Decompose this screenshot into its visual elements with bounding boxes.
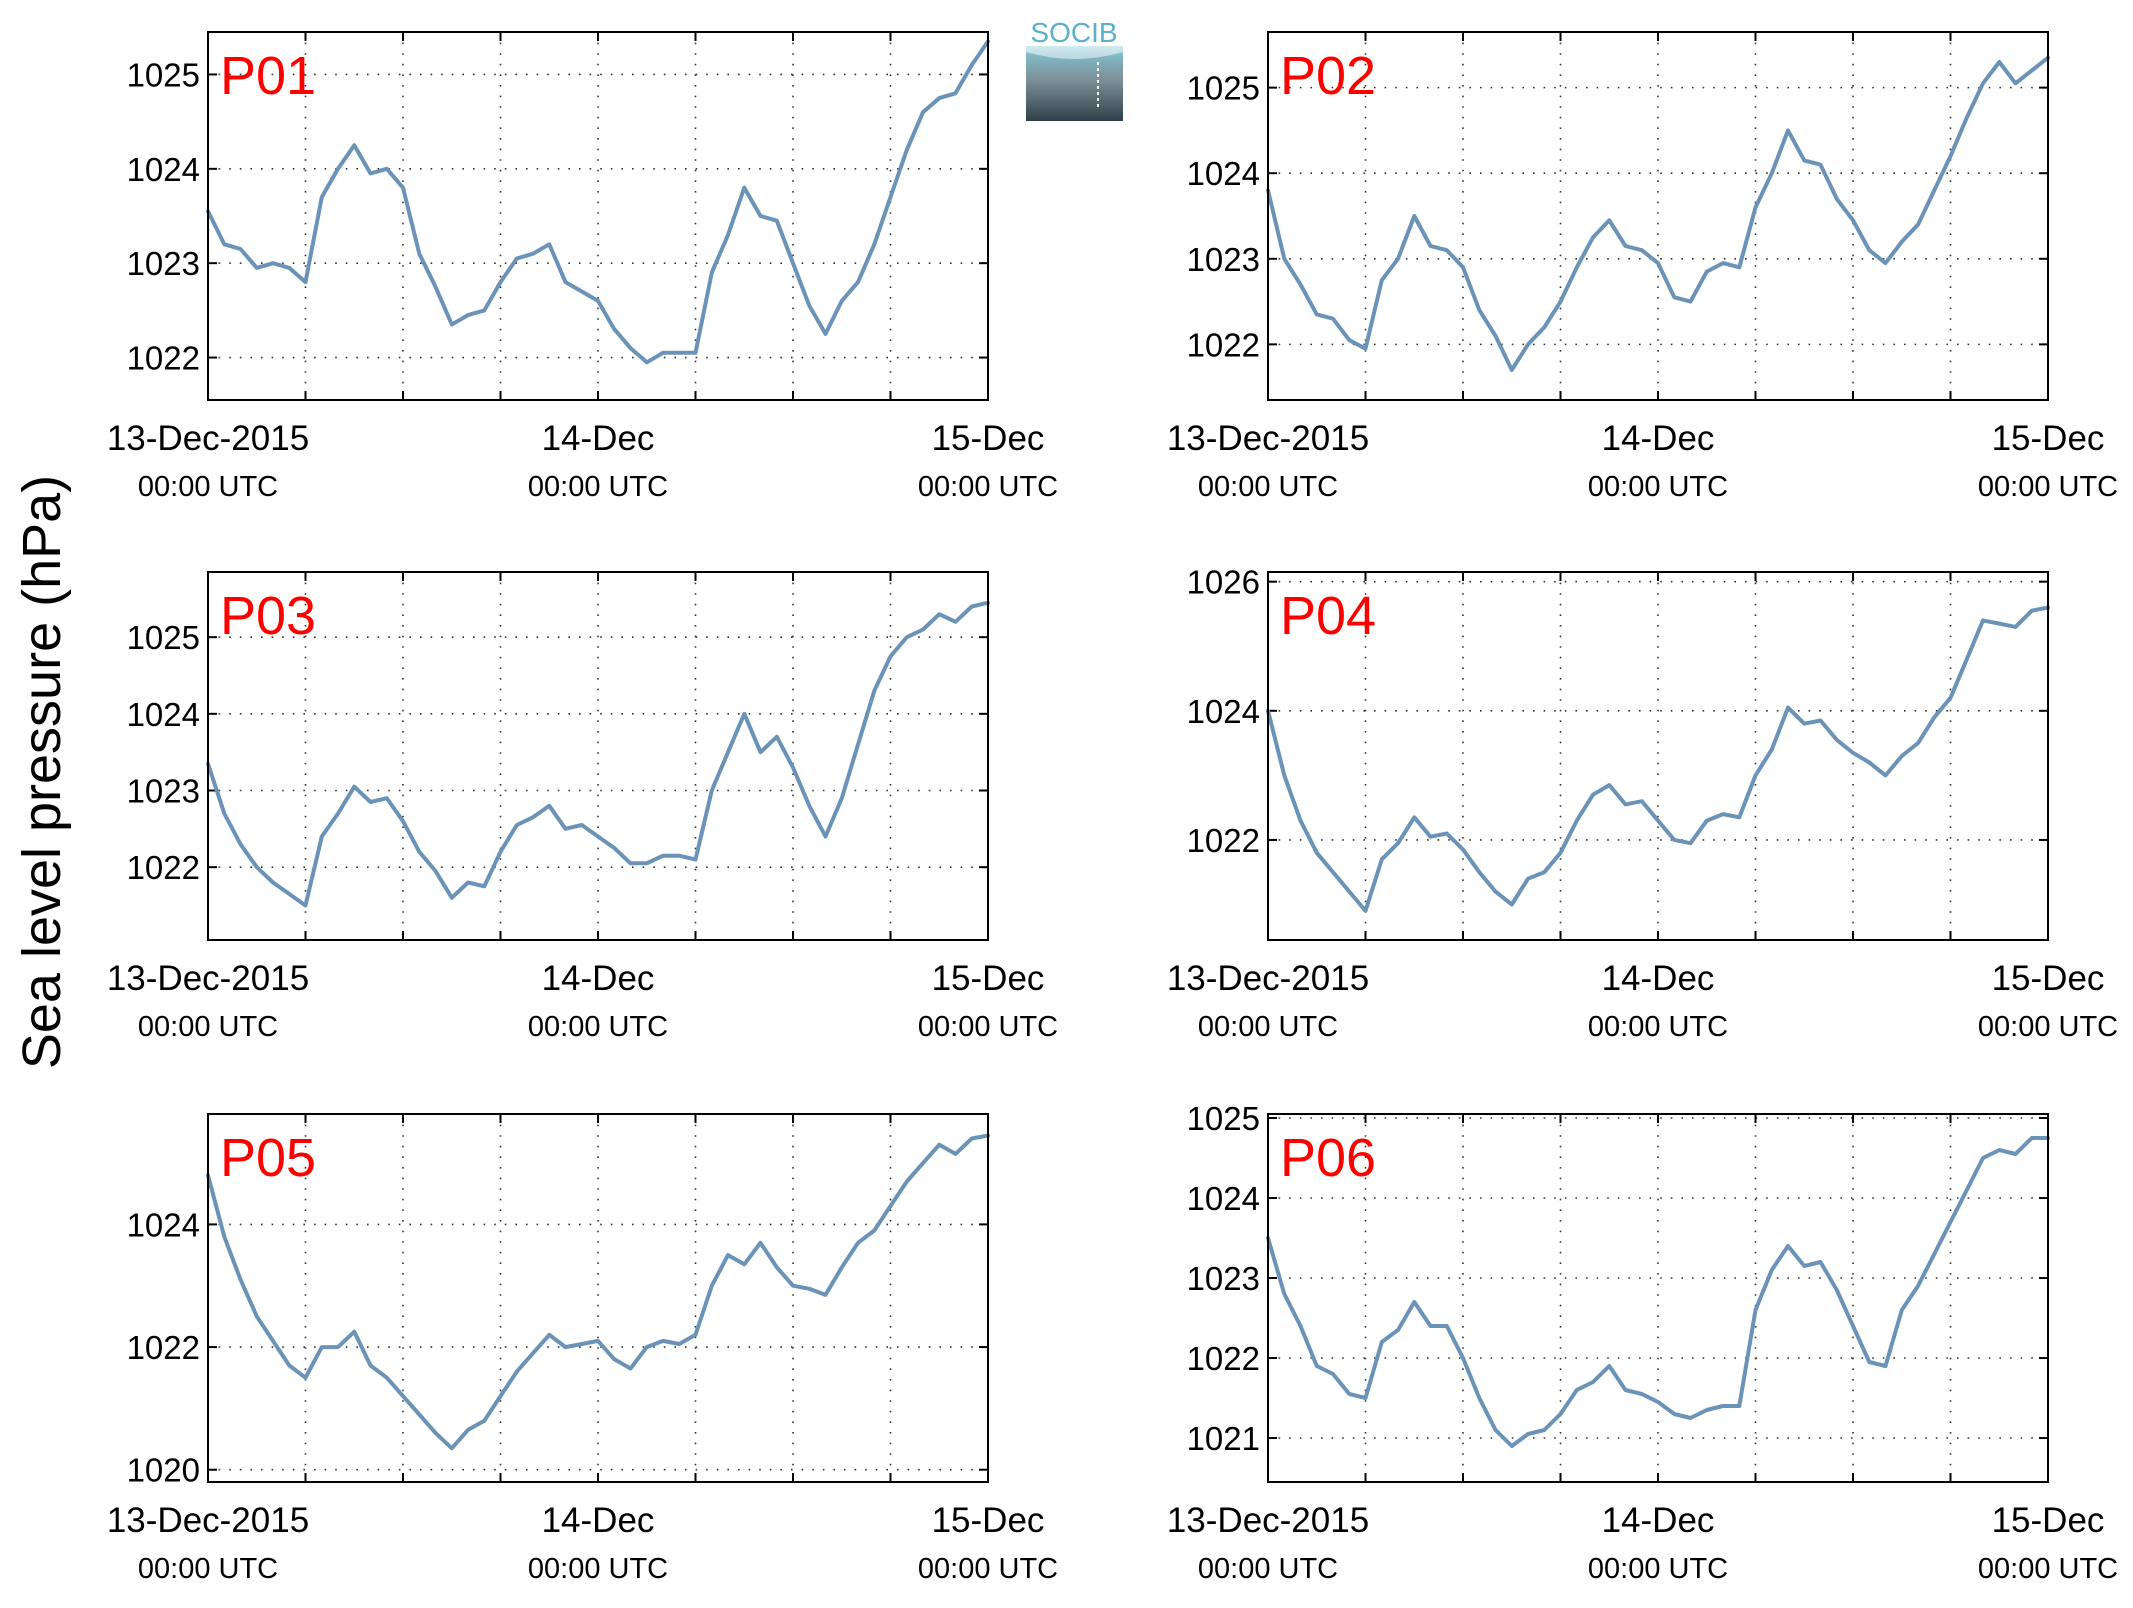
y-tick-label: 1022 <box>1187 326 1260 363</box>
plot-frame <box>1267 1113 2049 1483</box>
y-tick-label: 1022 <box>127 340 200 377</box>
chart-panel-3: 1022 1023 1024 1025 13-Dec-2015 00:00 UTC 14-D… <box>107 571 1058 1043</box>
x-tick-sublabel: 00:00 UTC <box>138 1553 278 1585</box>
x-tick-label: 13-Dec-2015 <box>1167 419 1369 458</box>
x-tick-label: 14-Dec <box>1602 959 1715 998</box>
x-tick-label: 13-Dec-2015 <box>107 959 309 998</box>
x-tick-label: 14-Dec <box>542 419 655 458</box>
panel-title: P01 <box>220 46 316 106</box>
x-tick-sublabel: 00:00 UTC <box>1978 1553 2118 1585</box>
panel-title: P02 <box>1280 46 1376 106</box>
y-tick-label: 1022 <box>1187 1340 1260 1377</box>
y-tick-label: 1024 <box>127 696 200 733</box>
chart-panel-6: 1021 1022 1023 1024 1025 13-Dec-2015 00:00 UTC… <box>1167 1100 2118 1585</box>
y-tick-label: 1024 <box>1187 693 1260 730</box>
chart-panel-1: 1022 1023 1024 1025 13-Dec-2015 00:00 UTC 14-D… <box>107 31 1058 503</box>
y-tick-label: 1026 <box>1187 564 1260 601</box>
x-tick-label: 14-Dec <box>1602 419 1715 458</box>
y-tick-label: 1024 <box>1187 155 1260 192</box>
plot-frame <box>207 571 989 941</box>
y-tick-label: 1022 <box>127 1329 200 1366</box>
plot-frame <box>1267 31 2049 401</box>
x-tick-sublabel: 00:00 UTC <box>1588 1553 1728 1585</box>
y-tick-label: 1024 <box>127 1206 200 1243</box>
socib-logo-text: SOCIB <box>1030 17 1117 48</box>
x-tick-sublabel: 00:00 UTC <box>1198 1011 1338 1043</box>
y-tick-label: 1025 <box>1187 1100 1260 1137</box>
x-tick-sublabel: 00:00 UTC <box>1978 471 2118 503</box>
series-line <box>1266 605 2050 913</box>
panel-title: P06 <box>1280 1128 1376 1188</box>
plot-frame <box>1267 571 2049 941</box>
y-axis-label: Sea level pressure (hPa) <box>12 475 72 1069</box>
x-tick-label: 14-Dec <box>542 1501 655 1540</box>
panel-title: P05 <box>220 1128 316 1188</box>
x-tick-sublabel: 00:00 UTC <box>1198 471 1338 503</box>
chart-panels: 1022 1023 1024 1025 13-Dec-2015 00:00 UTC 14-D… <box>107 31 2118 1585</box>
series-line <box>1266 55 2050 372</box>
y-tick-label: 1024 <box>1187 1180 1260 1217</box>
x-tick-sublabel: 00:00 UTC <box>528 471 668 503</box>
panel-title: P04 <box>1280 586 1376 646</box>
y-tick-label: 1020 <box>127 1452 200 1489</box>
chart-panel-2: 1022 1023 1024 1025 13-Dec-2015 00:00 UTC 14-D… <box>1167 31 2118 503</box>
chart-panel-4: 1022 1024 1026 13-Dec-2015 00:00 UTC 14-Dec 00… <box>1167 564 2118 1043</box>
x-tick-sublabel: 00:00 UTC <box>1198 1553 1338 1585</box>
x-tick-sublabel: 00:00 UTC <box>528 1011 668 1043</box>
series-line <box>206 1133 990 1451</box>
panel-title: P03 <box>220 586 316 646</box>
x-tick-sublabel: 00:00 UTC <box>528 1553 668 1585</box>
x-tick-label: 13-Dec-2015 <box>1167 959 1369 998</box>
y-tick-label: 1025 <box>127 619 200 656</box>
plot-frame <box>207 31 989 401</box>
x-tick-label: 13-Dec-2015 <box>1167 1501 1369 1540</box>
y-tick-label: 1023 <box>1187 1260 1260 1297</box>
x-tick-label: 14-Dec <box>1602 1501 1715 1540</box>
x-tick-sublabel: 00:00 UTC <box>138 1011 278 1043</box>
x-tick-sublabel: 00:00 UTC <box>918 1011 1058 1043</box>
y-tick-label: 1023 <box>127 773 200 810</box>
x-tick-label: 15-Dec <box>932 959 1045 998</box>
x-tick-label: 15-Dec <box>1992 959 2105 998</box>
y-tick-label: 1025 <box>1187 70 1260 107</box>
x-tick-label: 15-Dec <box>932 419 1045 458</box>
x-tick-sublabel: 00:00 UTC <box>1588 1011 1728 1043</box>
x-tick-sublabel: 00:00 UTC <box>138 471 278 503</box>
series-line <box>206 39 990 365</box>
x-tick-label: 15-Dec <box>1992 419 2105 458</box>
chart-panel-5: 1020 1022 1024 13-Dec-2015 00:00 UTC 14-Dec 00… <box>107 1113 1058 1585</box>
x-tick-sublabel: 00:00 UTC <box>1588 471 1728 503</box>
socib-logo: SOCIB <box>1026 17 1123 121</box>
y-tick-label: 1022 <box>127 849 200 886</box>
x-tick-label: 14-Dec <box>542 959 655 998</box>
series-line <box>1266 1136 2050 1448</box>
x-tick-label: 15-Dec <box>1992 1501 2105 1540</box>
x-tick-label: 13-Dec-2015 <box>107 419 309 458</box>
x-tick-sublabel: 00:00 UTC <box>918 471 1058 503</box>
y-tick-label: 1022 <box>1187 822 1260 859</box>
plot-frame <box>207 1113 989 1483</box>
x-tick-sublabel: 00:00 UTC <box>1978 1011 2118 1043</box>
x-tick-label: 13-Dec-2015 <box>107 1501 309 1540</box>
y-tick-label: 1023 <box>1187 241 1260 278</box>
x-tick-label: 15-Dec <box>932 1501 1045 1540</box>
series-line <box>206 600 990 908</box>
x-tick-sublabel: 00:00 UTC <box>918 1553 1058 1585</box>
y-tick-label: 1024 <box>127 151 200 188</box>
y-tick-label: 1023 <box>127 245 200 282</box>
y-tick-label: 1025 <box>127 56 200 93</box>
y-tick-label: 1021 <box>1187 1420 1260 1457</box>
